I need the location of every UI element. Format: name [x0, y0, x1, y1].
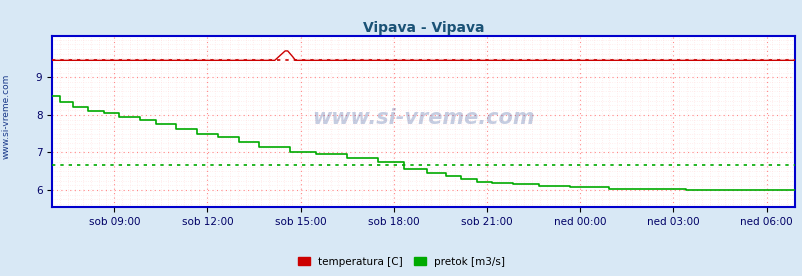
Legend: temperatura [C], pretok [m3/s]: temperatura [C], pretok [m3/s] [293, 253, 509, 271]
Text: www.si-vreme.com: www.si-vreme.com [312, 108, 534, 128]
Title: Vipava - Vipava: Vipava - Vipava [363, 21, 484, 35]
Text: www.si-vreme.com: www.si-vreme.com [2, 73, 11, 159]
